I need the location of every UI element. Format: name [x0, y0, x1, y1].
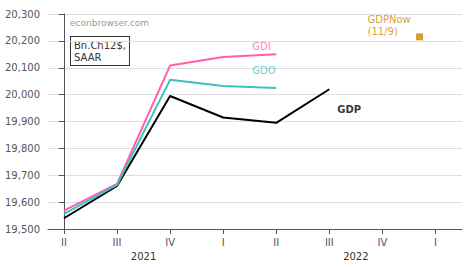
- svg-text:II: II: [273, 237, 279, 248]
- svg-text:GDO: GDO: [252, 65, 275, 76]
- svg-text:2021: 2021: [131, 251, 156, 262]
- svg-text:GDI: GDI: [252, 41, 270, 52]
- svg-text:III: III: [325, 237, 334, 248]
- svg-text:19,700: 19,700: [5, 170, 40, 181]
- svg-text:(11/9): (11/9): [368, 26, 398, 37]
- svg-text:19,500: 19,500: [5, 224, 40, 235]
- svg-text:19,800: 19,800: [5, 143, 40, 154]
- svg-text:20,000: 20,000: [5, 89, 40, 100]
- svg-text:19,600: 19,600: [5, 197, 40, 208]
- svg-text:II: II: [61, 237, 67, 248]
- svg-text:GDP: GDP: [337, 104, 361, 115]
- svg-text:IV: IV: [165, 237, 175, 248]
- svg-text:20,200: 20,200: [5, 35, 40, 46]
- svg-text:19,900: 19,900: [5, 116, 40, 127]
- svg-text:Bn.Ch12$,: Bn.Ch12$,: [74, 39, 126, 51]
- svg-text:SAAR: SAAR: [74, 52, 101, 63]
- svg-text:I: I: [222, 237, 225, 248]
- svg-text:III: III: [113, 237, 122, 248]
- svg-text:IV: IV: [377, 237, 387, 248]
- svg-text:20,300: 20,300: [5, 9, 40, 20]
- svg-text:GDPNow: GDPNow: [368, 14, 411, 25]
- svg-text:econbrowser.com: econbrowser.com: [70, 18, 149, 28]
- svg-text:I: I: [434, 237, 437, 248]
- svg-text:2022: 2022: [343, 251, 368, 262]
- svg-text:20,100: 20,100: [5, 62, 40, 73]
